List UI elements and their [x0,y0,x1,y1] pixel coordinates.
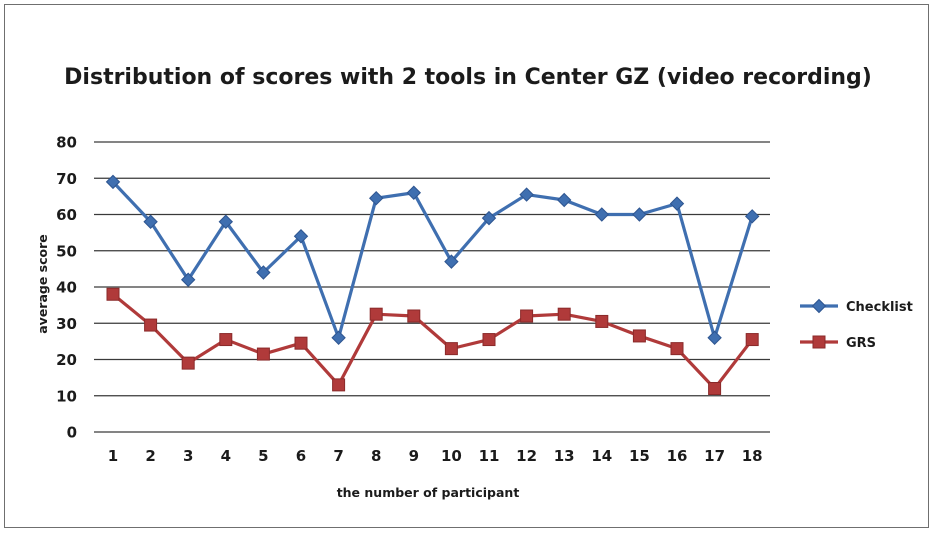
grs-point [294,336,308,350]
checklist-point [556,192,572,208]
x-tick-label: 12 [516,447,537,465]
x-tick-label: 1 [108,447,118,465]
y-axis-label: average score [35,234,50,334]
checklist-point [594,207,610,222]
x-tick-label: 9 [409,447,419,465]
y-tick-label: 70 [56,170,77,188]
grs-point [369,307,383,321]
grs-point [144,318,158,332]
legend-marker-checklist [811,298,827,314]
checklist-point [105,174,121,190]
x-tick-label: 18 [742,447,763,465]
checklist-point [519,187,534,202]
y-tick-label: 40 [56,279,77,297]
checklist-point [632,207,647,222]
legend-item-grs: GRS [800,335,876,351]
chart-frame [4,4,929,528]
y-tick-label: 30 [56,315,77,333]
legend-label-grs: GRS [846,336,876,351]
x-tick-label: 10 [441,447,462,465]
grs-point [407,309,421,323]
checklist-point [444,254,459,269]
legend-item-checklist: Checklist [800,298,913,315]
grs-point [708,382,722,395]
x-tick-labels: 1 2 3 4 5 6 7 8 9 10 11 12 13 14 15 16 17 18 [108,447,763,465]
y-tick-label: 60 [56,206,77,224]
grs-point [444,342,458,356]
x-tick-label: 15 [629,447,650,465]
series-line-checklist [111,180,754,340]
x-tick-label: 13 [554,447,575,465]
checklist-point [331,330,346,345]
grs-point [632,329,646,343]
grid-lines [94,141,770,433]
series-checklist [105,174,760,345]
grs-point [219,333,233,347]
x-axis-label: the number of participant [337,485,520,500]
checklist-point [180,272,196,287]
series-group [105,174,760,395]
checklist-point [744,209,760,224]
grs-point [595,314,609,328]
checklist-point [218,214,234,229]
x-tick-label: 2 [145,447,155,465]
x-tick-label: 6 [296,447,306,465]
checklist-point [406,185,422,200]
checklist-point [481,210,497,226]
x-tick-label: 7 [333,447,343,465]
x-tick-label: 17 [704,447,725,465]
checklist-point [669,196,685,211]
checklist-point [707,330,722,345]
legend: Checklist GRS [800,298,913,351]
grs-point [181,356,195,370]
grs-point [520,309,534,323]
checklist-point [293,229,309,244]
grs-point [106,287,120,301]
grs-point [670,342,684,356]
y-tick-label: 20 [56,351,77,369]
x-tick-label: 8 [371,447,381,465]
y-tick-labels: 0 10 20 30 40 50 60 70 80 [56,134,77,442]
chart-title: Distribution of scores with 2 tools in C… [64,65,872,90]
y-tick-label: 10 [56,387,77,405]
y-tick-label: 50 [56,242,77,260]
y-tick-label: 80 [56,134,77,152]
x-tick-label: 4 [221,447,231,465]
x-tick-label: 11 [479,447,500,465]
series-line-grs [111,293,754,391]
y-tick-label: 0 [67,424,77,442]
legend-label-checklist: Checklist [846,300,913,315]
grs-point [256,347,270,361]
checklist-point [256,265,271,280]
grs-point [557,307,571,321]
legend-marker-grs [812,335,826,349]
checklist-point [368,190,384,206]
series-grs [106,287,759,395]
x-tick-label: 16 [667,447,688,465]
checklist-point [143,214,158,229]
grs-point [482,333,496,347]
grs-point [332,378,346,392]
grs-point [745,333,759,347]
x-tick-label: 5 [258,447,268,465]
x-tick-label: 14 [591,447,612,465]
x-tick-label: 3 [183,447,193,465]
